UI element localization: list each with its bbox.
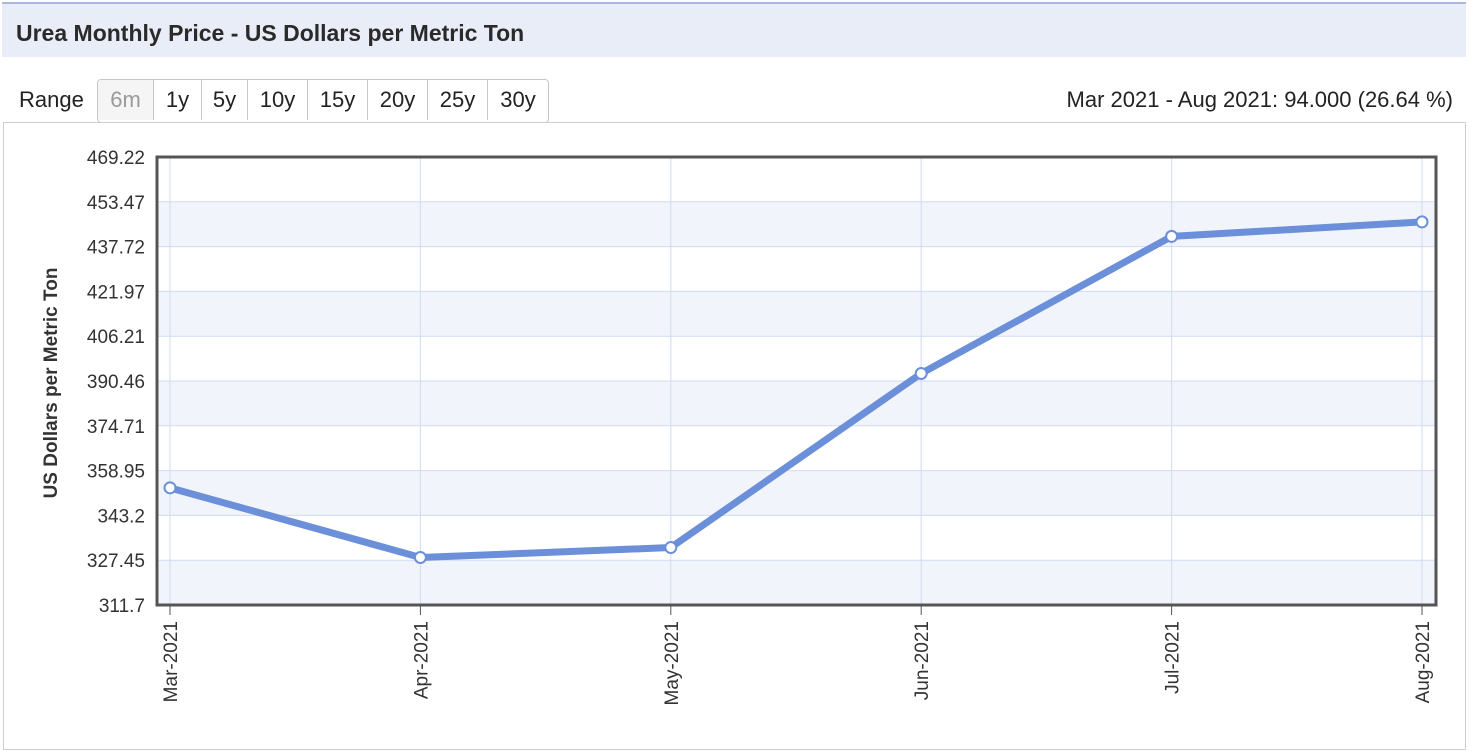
plot-band bbox=[157, 381, 1436, 426]
x-tick-label: Jul-2021 bbox=[1163, 621, 1184, 694]
y-tick-label: 327.45 bbox=[87, 551, 145, 572]
x-tick-label: Aug-2021 bbox=[1413, 621, 1434, 703]
range-button-25y[interactable]: 25y bbox=[428, 80, 488, 120]
chart-title-bar: Urea Monthly Price - US Dollars per Metr… bbox=[2, 2, 1466, 57]
x-tick-label: Jun-2021 bbox=[912, 621, 933, 700]
range-button-1y[interactable]: 1y bbox=[154, 80, 202, 120]
plot-band bbox=[157, 560, 1436, 605]
range-button-5y[interactable]: 5y bbox=[202, 80, 248, 120]
chart-title: Urea Monthly Price - US Dollars per Metr… bbox=[16, 20, 525, 46]
y-tick-label: 469.22 bbox=[87, 148, 145, 169]
range-summary: Mar 2021 - Aug 2021: 94.000 (26.64 %) bbox=[1066, 87, 1453, 112]
data-point bbox=[413, 551, 427, 565]
plot-border bbox=[155, 155, 1438, 607]
range-button-15y[interactable]: 15y bbox=[308, 80, 368, 120]
x-tick-label: Apr-2021 bbox=[411, 621, 432, 699]
y-tick-label: 374.71 bbox=[87, 417, 145, 438]
data-point bbox=[914, 366, 928, 380]
range-button-20y[interactable]: 20y bbox=[368, 80, 428, 120]
y-tick-label: 453.47 bbox=[87, 193, 145, 214]
y-tick-label: 421.97 bbox=[87, 282, 145, 303]
y-tick-label: 311.7 bbox=[99, 596, 145, 617]
x-tick-label: May-2021 bbox=[662, 621, 683, 706]
plot-band bbox=[157, 291, 1436, 337]
y-axis-ticks: 311.7 327.45 343.2 358.95 374.71 390.46 406.21… bbox=[87, 148, 145, 617]
y-tick-label: 358.95 bbox=[87, 462, 145, 483]
data-point bbox=[1415, 215, 1429, 229]
x-axis-ticks: Mar-2021 Apr-2021 May-2021 Jun-2021 Jul-2021… bbox=[161, 605, 1434, 706]
range-button-10y[interactable]: 10y bbox=[248, 80, 308, 120]
data-point bbox=[664, 541, 678, 555]
range-button-6m[interactable]: 6m bbox=[98, 80, 154, 120]
series-line bbox=[166, 218, 1426, 562]
range-label: Range bbox=[19, 87, 84, 112]
y-tick-label: 437.72 bbox=[87, 238, 145, 259]
y-axis-label: US Dollars per Metric Ton bbox=[41, 268, 62, 499]
data-points bbox=[163, 215, 1429, 565]
data-point bbox=[1165, 229, 1179, 243]
plot-band bbox=[157, 470, 1436, 516]
x-tick-label: Mar-2021 bbox=[161, 621, 182, 702]
plot-band bbox=[157, 201, 1436, 247]
y-tick-label: 390.46 bbox=[87, 372, 145, 393]
y-tick-label: 343.2 bbox=[97, 506, 145, 527]
data-point bbox=[163, 481, 177, 495]
range-button-30y[interactable]: 30y bbox=[488, 80, 548, 120]
y-tick-label: 406.21 bbox=[87, 327, 145, 348]
